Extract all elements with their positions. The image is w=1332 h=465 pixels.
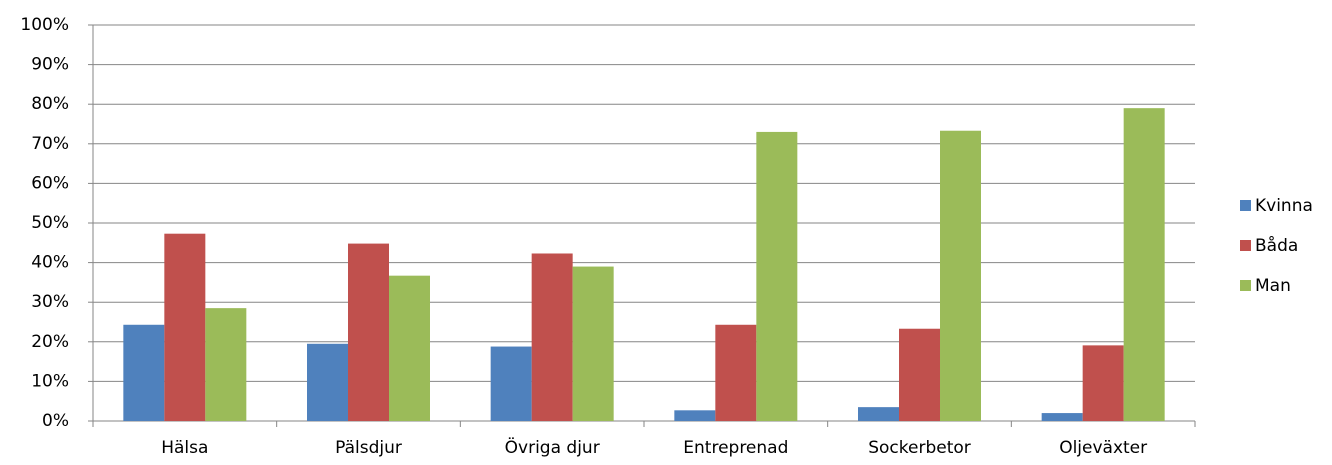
bar: [1123, 108, 1165, 421]
x-tick-label: Entreprenad: [683, 438, 788, 458]
bar: [715, 324, 757, 421]
bar: [307, 343, 348, 421]
y-tick-label: 60%: [31, 173, 69, 193]
x-tick-label: Oljeväxter: [1059, 438, 1147, 458]
y-tick-label: 20%: [31, 332, 69, 352]
y-tick-label: 10%: [31, 371, 69, 391]
bar: [490, 346, 532, 421]
legend-swatch: [1240, 240, 1251, 251]
y-tick-label: 50%: [31, 213, 69, 233]
bar: [940, 130, 981, 421]
bar: [674, 410, 716, 421]
bar: [531, 253, 573, 421]
x-tick-label: Pälsdjur: [335, 438, 402, 458]
legend-label: Kvinna: [1255, 196, 1313, 216]
bar: [899, 328, 940, 421]
bar: [858, 407, 899, 421]
x-tick-label: Övriga djur: [505, 436, 600, 458]
x-tick-label: Sockerbetor: [868, 438, 971, 458]
bar: [572, 266, 614, 421]
legend-swatch: [1240, 280, 1251, 291]
x-tick-label: Hälsa: [161, 438, 208, 458]
bar: [756, 131, 798, 422]
bar: [1082, 345, 1124, 421]
y-tick-label: 70%: [31, 134, 69, 154]
y-tick-label: 100%: [20, 15, 69, 35]
y-tick-label: 0%: [42, 411, 69, 431]
y-tick-label: 80%: [31, 94, 69, 114]
bar: [348, 243, 389, 421]
bar: [164, 233, 206, 421]
y-tick-label: 40%: [31, 253, 69, 273]
bar: [205, 308, 247, 421]
legend-label: Man: [1255, 276, 1291, 296]
legend-label: Båda: [1255, 235, 1298, 256]
y-tick-label: 30%: [31, 292, 69, 312]
bar: [389, 275, 430, 421]
legend-swatch: [1240, 200, 1251, 211]
bar: [123, 324, 165, 421]
bar: [1041, 413, 1083, 421]
y-tick-label: 90%: [31, 55, 69, 75]
